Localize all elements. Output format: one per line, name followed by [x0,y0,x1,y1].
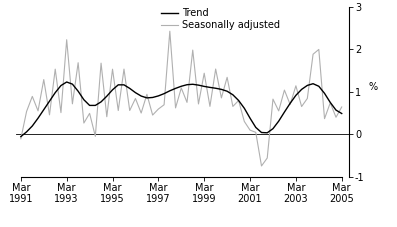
Legend: Trend, Seasonally adjusted: Trend, Seasonally adjusted [161,8,280,30]
Y-axis label: %: % [368,82,378,92]
